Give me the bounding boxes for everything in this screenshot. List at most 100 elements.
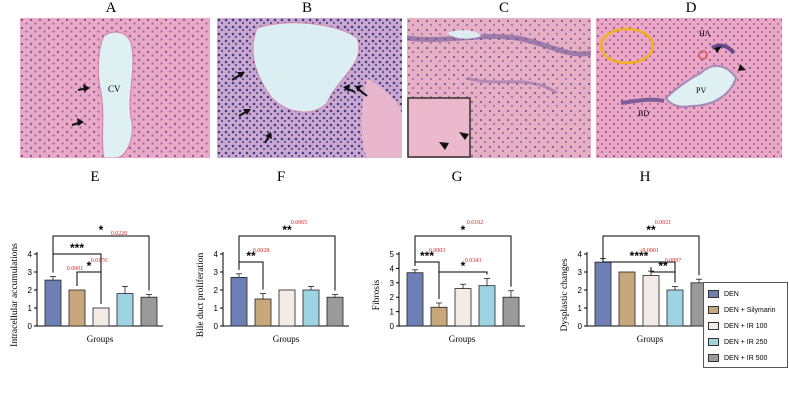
bar	[430, 306, 448, 327]
y-axis-label: Bile duct proliferation	[195, 253, 206, 338]
legend-label: DEN + Silymarin	[724, 306, 776, 314]
legend-label: DEN + IR 500	[724, 354, 768, 362]
x-axis-label: Groups	[87, 334, 114, 344]
chart-title: F	[277, 169, 285, 185]
y-axis-label: Fibrosis	[372, 279, 382, 310]
y-tick-label: 0	[28, 322, 33, 331]
significance-stars: **	[658, 259, 668, 273]
y-tick-label: 2	[390, 293, 395, 302]
significance-stars: *	[461, 259, 466, 273]
p-value: 0.0065	[291, 220, 308, 226]
x-axis-label: Groups	[449, 334, 476, 344]
y-tick-label: 3	[390, 279, 395, 288]
significance-stars: **	[246, 249, 256, 263]
bar	[230, 277, 248, 327]
bar	[92, 307, 110, 327]
p-value: 0.0220	[111, 231, 128, 237]
x-axis-label: Groups	[273, 334, 300, 344]
micrograph-d: HA PV BD	[596, 18, 782, 158]
p-value: 0.0176	[91, 258, 108, 264]
y-tick-label: 2	[214, 286, 219, 295]
label-pv: PV	[696, 86, 706, 95]
y-tick-label: 1	[28, 304, 33, 313]
y-tick-label: 3	[28, 268, 33, 277]
chart-title: E	[90, 169, 99, 185]
bar	[642, 275, 660, 327]
significance-stars: ***	[420, 249, 434, 263]
y-axis-label: Dysplastic changes	[560, 258, 570, 331]
p-value: 0.0102	[467, 220, 484, 226]
legend-label: DEN + IR 250	[724, 338, 768, 346]
significance-bracket	[414, 235, 512, 287]
legend-label: DEN + IR 100	[724, 322, 768, 330]
micrograph-d-image: HA PV BD	[596, 18, 782, 158]
bar	[326, 296, 344, 327]
x-axis-label: Groups	[637, 334, 664, 344]
significance-stars: ****	[630, 249, 649, 263]
panel-letter-d: D	[685, 0, 697, 16]
highlight-circle	[599, 27, 655, 65]
legend-swatch	[708, 322, 719, 330]
bar	[278, 289, 296, 327]
label-bd: BD	[638, 109, 649, 118]
y-tick-label: 1	[578, 304, 583, 313]
panel-letter-c: C	[498, 0, 509, 16]
bar	[140, 296, 158, 327]
legend-swatch	[708, 290, 719, 298]
chart-title: H	[640, 169, 651, 185]
bar	[454, 288, 472, 327]
micrograph-a-image: CV	[20, 18, 210, 158]
y-axis-label: Intracellular accumulations	[10, 243, 20, 347]
bar	[594, 261, 612, 327]
y-tick-label: 0	[214, 322, 219, 331]
micrograph-c	[407, 18, 591, 158]
significance-bracket	[238, 235, 336, 291]
p-value: <0.0001	[639, 248, 659, 254]
bar	[116, 293, 134, 327]
p-value: 0.0097	[665, 258, 682, 264]
significance-bracket	[438, 271, 488, 299]
panel-letter-a: A	[105, 0, 117, 16]
label-cv: CV	[108, 84, 121, 94]
legend-item-den: DEN	[708, 289, 739, 299]
legend-swatch	[708, 338, 719, 346]
micrograph-b	[217, 18, 402, 158]
legend-item-ir100: DEN + IR 100	[708, 321, 767, 331]
legend-item-silymarin: DEN + Silymarin	[708, 305, 776, 315]
micrograph-a: CV	[20, 18, 210, 158]
significance-stars: **	[646, 223, 656, 237]
y-tick-label: 0	[578, 322, 583, 331]
significance-stars: **	[282, 223, 292, 237]
legend: DEN DEN + Silymarin DEN + IR 100 DEN + I…	[703, 282, 788, 368]
y-tick-label: 3	[214, 268, 219, 277]
y-tick-label: 1	[390, 308, 395, 317]
y-tick-label: 4	[214, 250, 219, 259]
p-value: 0.0343	[465, 258, 482, 264]
y-tick-label: 1	[214, 304, 219, 313]
bar	[254, 298, 272, 327]
significance-stars: ***	[70, 241, 84, 255]
legend-item-ir250: DEN + IR 250	[708, 337, 767, 347]
significance-bracket	[238, 261, 264, 290]
bar	[478, 285, 496, 327]
significance-stars: *	[99, 223, 104, 237]
bar	[68, 289, 86, 327]
bar	[406, 272, 424, 327]
micrograph-c-image	[407, 18, 591, 158]
y-tick-label: 4	[578, 250, 583, 259]
legend-label: DEN	[724, 290, 739, 298]
p-value: 0.0021	[655, 220, 672, 226]
significance-bracket	[602, 235, 700, 276]
p-value: 0.0003	[429, 248, 446, 254]
bar	[502, 296, 520, 327]
legend-swatch	[708, 306, 719, 314]
bar	[44, 279, 62, 327]
legend-swatch	[708, 354, 719, 362]
y-tick-label: 0	[390, 322, 395, 331]
y-tick-label: 4	[28, 250, 33, 259]
significance-stars: *	[87, 259, 92, 273]
y-tick-label: 2	[28, 286, 33, 295]
label-ha: HA	[699, 29, 711, 38]
significance-bracket	[650, 267, 676, 283]
legend-item-ir500: DEN + IR 500	[708, 353, 767, 363]
